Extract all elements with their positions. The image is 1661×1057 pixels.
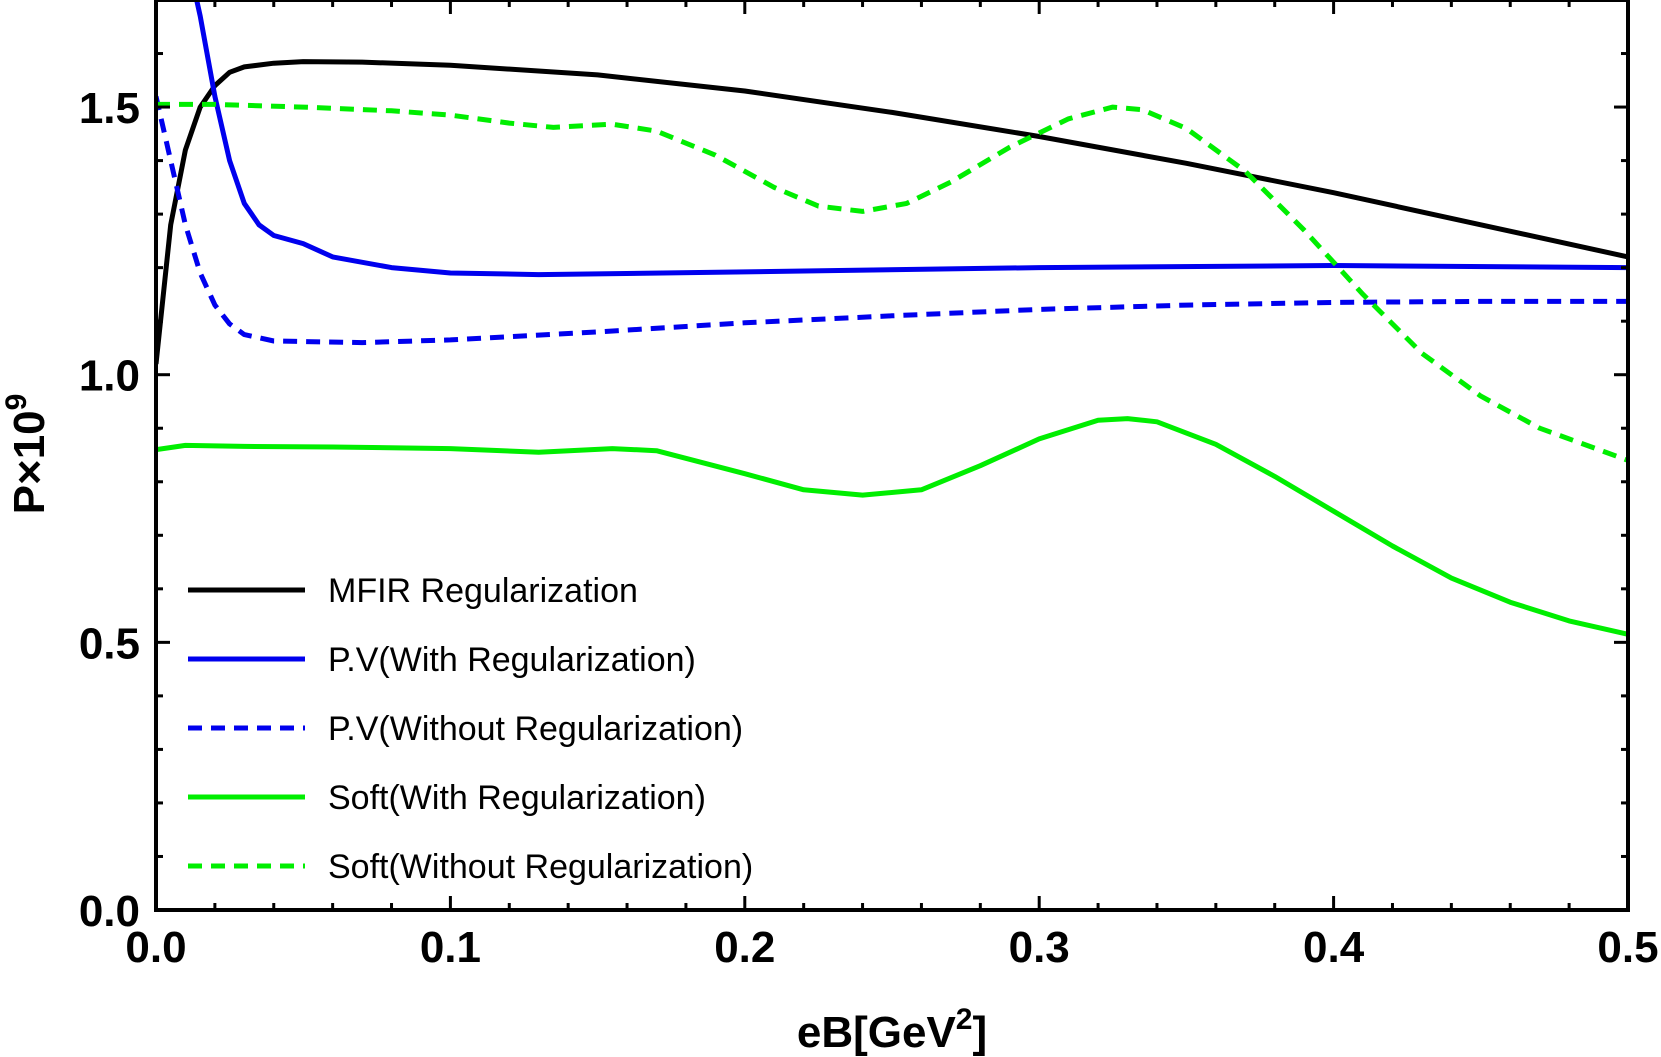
x-axis-title-tail: ]: [972, 1008, 987, 1057]
series-line-3: [156, 95, 1628, 346]
x-axis-title-sup: 2: [956, 1003, 973, 1036]
legend-item: P.V(With Regularization): [188, 641, 696, 679]
legend-label: P.V(With Regularization): [328, 641, 696, 679]
y-tick-label: 1.0: [79, 352, 140, 401]
y-axis-title-sup: 9: [0, 394, 33, 411]
x-tick-label: 0.1: [420, 923, 481, 972]
x-tick-label: 0.4: [1303, 923, 1365, 972]
y-axis-title: P×109: [0, 394, 54, 515]
x-axis-title: eB[GeV2]: [797, 1003, 987, 1057]
plot-frame: [154, 0, 1630, 912]
legend-item: P.V(Without Regularization): [188, 710, 743, 748]
series-layer: [156, 0, 1628, 637]
ticks-layer: [154, 0, 1630, 912]
legend-item: MFIR Regularization: [188, 572, 638, 610]
legend-label: MFIR Regularization: [328, 572, 638, 610]
x-tick-label: 0.2: [714, 923, 775, 972]
legend: MFIR Regularization P.V(With Regularizati…: [188, 572, 753, 886]
legend-label: Soft(With Regularization): [328, 779, 706, 817]
legend-item: Soft(With Regularization): [188, 779, 706, 817]
series-line-2: [194, 0, 1628, 278]
legend-label: Soft(Without Regularization): [328, 848, 753, 886]
y-tick-label: 1.5: [79, 84, 140, 133]
series-line-1: [156, 59, 1628, 365]
y-axis-title-base: P×10: [5, 410, 54, 514]
x-tick-label: 0.5: [1597, 923, 1658, 972]
tick-labels-layer: 0.0 0.1 0.2 0.3 0.4 0.5 0.0 0.5 1.0 1.5: [79, 84, 1659, 972]
series-line-5: [156, 101, 1628, 463]
x-tick-label: 0.3: [1009, 923, 1070, 972]
legend-label: P.V(Without Regularization): [328, 710, 743, 748]
y-tick-label: 0.0: [79, 887, 140, 936]
y-tick-label: 0.5: [79, 619, 140, 668]
series-line-4: [156, 416, 1628, 637]
legend-item: Soft(Without Regularization): [188, 848, 753, 886]
x-axis-title-base: eB[GeV: [797, 1008, 957, 1057]
x-tick-label: 0.0: [125, 923, 186, 972]
